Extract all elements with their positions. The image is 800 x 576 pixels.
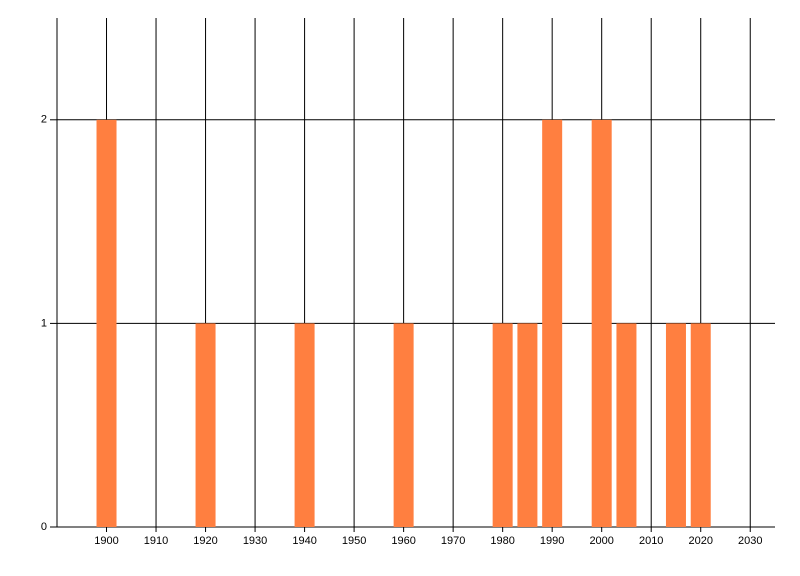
x-tick-label: 1950 [342, 535, 366, 547]
x-tick-label: 1920 [193, 535, 217, 547]
y-tick-label: 1 [41, 317, 47, 329]
x-tick-label: 2030 [738, 535, 762, 547]
bar [492, 323, 513, 527]
x-tick-label: 1980 [490, 535, 514, 547]
x-tick-label: 2000 [589, 535, 613, 547]
x-tick-label: 1900 [94, 535, 118, 547]
bar [542, 119, 563, 528]
y-tick-label: 2 [41, 114, 47, 126]
y-tick-label: 0 [41, 521, 47, 533]
x-tick-label: 1960 [391, 535, 415, 547]
bar [195, 323, 216, 527]
x-tick-label: 2020 [688, 535, 712, 547]
bar [591, 119, 612, 528]
x-tick-label: 1910 [144, 535, 168, 547]
x-tick-label: 1940 [292, 535, 316, 547]
x-tick-label: 1990 [540, 535, 564, 547]
x-tick-label: 2010 [639, 535, 663, 547]
x-tick-label: 1930 [243, 535, 267, 547]
bar [665, 323, 686, 527]
bar [517, 323, 538, 527]
bar [393, 323, 414, 527]
bar [616, 323, 637, 527]
x-tick-label: 1970 [441, 535, 465, 547]
bar [294, 323, 315, 527]
bar [96, 119, 117, 528]
bar [690, 323, 711, 527]
